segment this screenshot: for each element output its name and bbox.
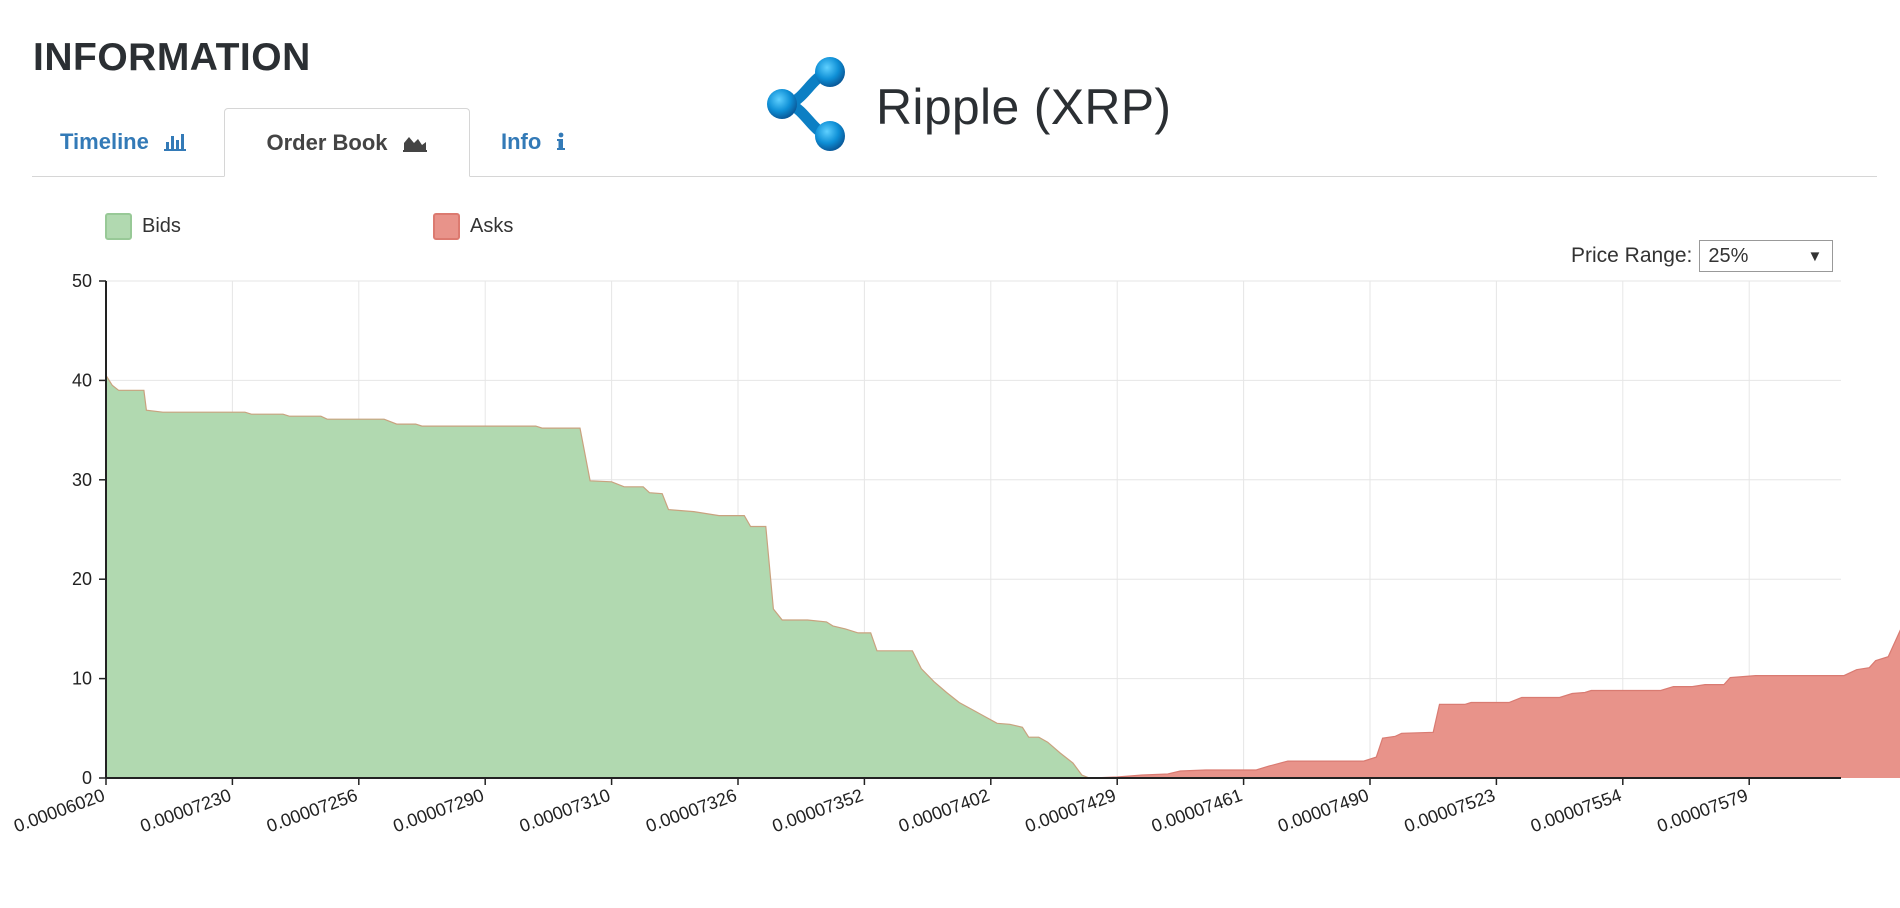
x-tick-label: 0.00007230 xyxy=(138,785,234,836)
asks-line xyxy=(1091,629,1900,779)
x-tick-label: 0.00007461 xyxy=(1149,785,1245,836)
price-range-control: Price Range: 25% ▼ xyxy=(1571,240,1834,272)
y-tick-label: 20 xyxy=(72,569,92,589)
chevron-down-icon: ▼ xyxy=(1807,247,1823,265)
asks-swatch xyxy=(433,213,460,240)
ripple-logo-icon xyxy=(762,56,852,157)
x-tick-label: 0.00007256 xyxy=(264,785,360,836)
x-tick-label: 0.00007554 xyxy=(1528,785,1624,836)
tab-info-label: Info xyxy=(501,129,542,154)
price-range-value: 25% xyxy=(1708,244,1749,267)
coin-header: Ripple (XRP) xyxy=(762,56,1171,157)
x-tick-label: 0.00007290 xyxy=(390,785,486,836)
tab-order-book[interactable]: Order Book xyxy=(224,108,470,177)
legend-asks-label: Asks xyxy=(470,215,514,237)
y-tick-label: 40 xyxy=(72,370,92,390)
tab-bar: Timeline Order Book Info xyxy=(32,108,1877,177)
x-tick-label: 0.00007523 xyxy=(1402,785,1498,836)
area-chart-icon xyxy=(402,133,428,153)
y-tick-label: 30 xyxy=(72,470,92,490)
tab-timeline[interactable]: Timeline xyxy=(60,108,187,176)
x-tick-label: 0.00007429 xyxy=(1022,785,1118,836)
bids-area xyxy=(106,375,1092,778)
x-tick-label: 0.00007310 xyxy=(517,785,613,836)
page-title: INFORMATION xyxy=(33,36,311,79)
x-tick-label: 0.00007402 xyxy=(896,785,992,836)
x-tick-label: 0.00007490 xyxy=(1275,785,1371,836)
asks-area xyxy=(1091,630,1900,778)
legend-asks[interactable]: Asks xyxy=(433,213,513,240)
y-tick-label: 10 xyxy=(72,669,92,689)
y-tick-label: 0 xyxy=(82,768,92,788)
bar-chart-icon xyxy=(163,132,187,152)
legend-bids-label: Bids xyxy=(142,215,181,237)
x-tick-label: 0.00007352 xyxy=(770,785,866,836)
price-range-select[interactable]: 25% ▼ xyxy=(1699,240,1834,272)
x-tick-label: 0.00007579 xyxy=(1654,785,1750,836)
info-icon xyxy=(555,132,567,152)
y-tick-label: 50 xyxy=(72,271,92,291)
x-tick-label: 0.00007326 xyxy=(643,785,739,836)
x-tick-label: 0.00006020 xyxy=(11,785,107,836)
legend-bids[interactable]: Bids xyxy=(105,213,181,240)
bids-line xyxy=(105,375,1092,779)
coin-name: Ripple (XRP) xyxy=(876,78,1172,135)
tab-order-book-label: Order Book xyxy=(266,129,388,155)
tab-info[interactable]: Info xyxy=(469,108,567,176)
bids-swatch xyxy=(105,213,132,240)
tab-timeline-label: Timeline xyxy=(60,129,149,154)
price-range-label: Price Range: xyxy=(1571,244,1693,267)
